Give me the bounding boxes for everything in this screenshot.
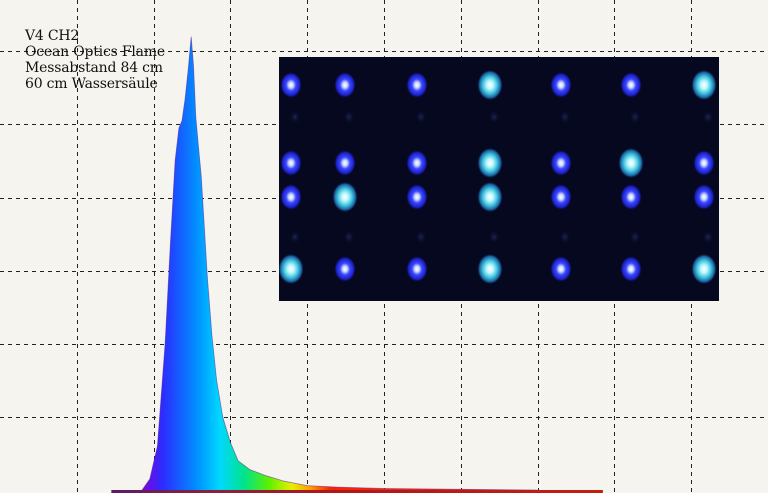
led-dim-2-7 xyxy=(702,230,714,244)
led-2-2 xyxy=(334,149,356,177)
led-3-1 xyxy=(280,183,302,211)
led-1-3 xyxy=(406,71,428,99)
led-array-photo xyxy=(279,57,719,301)
annotation-block: V4 CH2 Ocean Optics Flame Messabstand 84… xyxy=(25,28,165,92)
led-3-4 xyxy=(477,181,503,213)
led-4-4 xyxy=(477,253,503,285)
led-1-1 xyxy=(280,71,302,99)
led-dim-1-1 xyxy=(289,110,301,124)
led-2-4 xyxy=(477,147,503,179)
annotation-device-channel: V4 CH2 xyxy=(25,28,80,44)
led-2-6 xyxy=(618,147,644,179)
led-2-5 xyxy=(550,149,572,177)
led-2-7 xyxy=(693,149,715,177)
led-3-3 xyxy=(406,183,428,211)
annotation-distance: Messabstand 84 cm xyxy=(25,60,163,76)
led-1-4 xyxy=(477,69,503,101)
led-4-1 xyxy=(279,253,304,285)
led-dim-2-2 xyxy=(343,230,355,244)
led-dim-1-2 xyxy=(343,110,355,124)
led-1-5 xyxy=(550,71,572,99)
annotation-water-column: 60 cm Wassersäule xyxy=(25,76,158,92)
led-4-7 xyxy=(691,253,717,285)
led-dim-1-4 xyxy=(488,110,500,124)
led-array-image xyxy=(279,69,717,285)
spectrum-baseline-strip xyxy=(111,490,603,493)
led-4-5 xyxy=(550,255,572,283)
led-4-2 xyxy=(334,255,356,283)
led-3-5 xyxy=(550,183,572,211)
spectrum-outline xyxy=(141,36,538,491)
led-2-3 xyxy=(406,149,428,177)
led-dim-1-7 xyxy=(702,110,714,124)
led-dim-2-3 xyxy=(415,230,427,244)
led-1-7 xyxy=(691,69,717,101)
led-1-6 xyxy=(620,71,642,99)
led-dim-2-1 xyxy=(289,230,301,244)
led-3-7 xyxy=(693,183,715,211)
led-1-2 xyxy=(334,71,356,99)
led-4-3 xyxy=(406,255,428,283)
led-3-6 xyxy=(620,183,642,211)
led-dim-1-5 xyxy=(559,110,571,124)
led-dim-2-4 xyxy=(488,230,500,244)
annotation-spectrometer: Ocean Optics Flame xyxy=(25,44,165,60)
led-dim-2-5 xyxy=(559,230,571,244)
led-dim-1-6 xyxy=(629,110,641,124)
led-4-6 xyxy=(620,255,642,283)
led-3-2 xyxy=(332,181,358,213)
led-dim-1-3 xyxy=(415,110,427,124)
led-2-1 xyxy=(280,149,302,177)
led-dim-2-6 xyxy=(629,230,641,244)
spectrum-series xyxy=(111,36,603,493)
spectrum-area xyxy=(142,36,538,490)
